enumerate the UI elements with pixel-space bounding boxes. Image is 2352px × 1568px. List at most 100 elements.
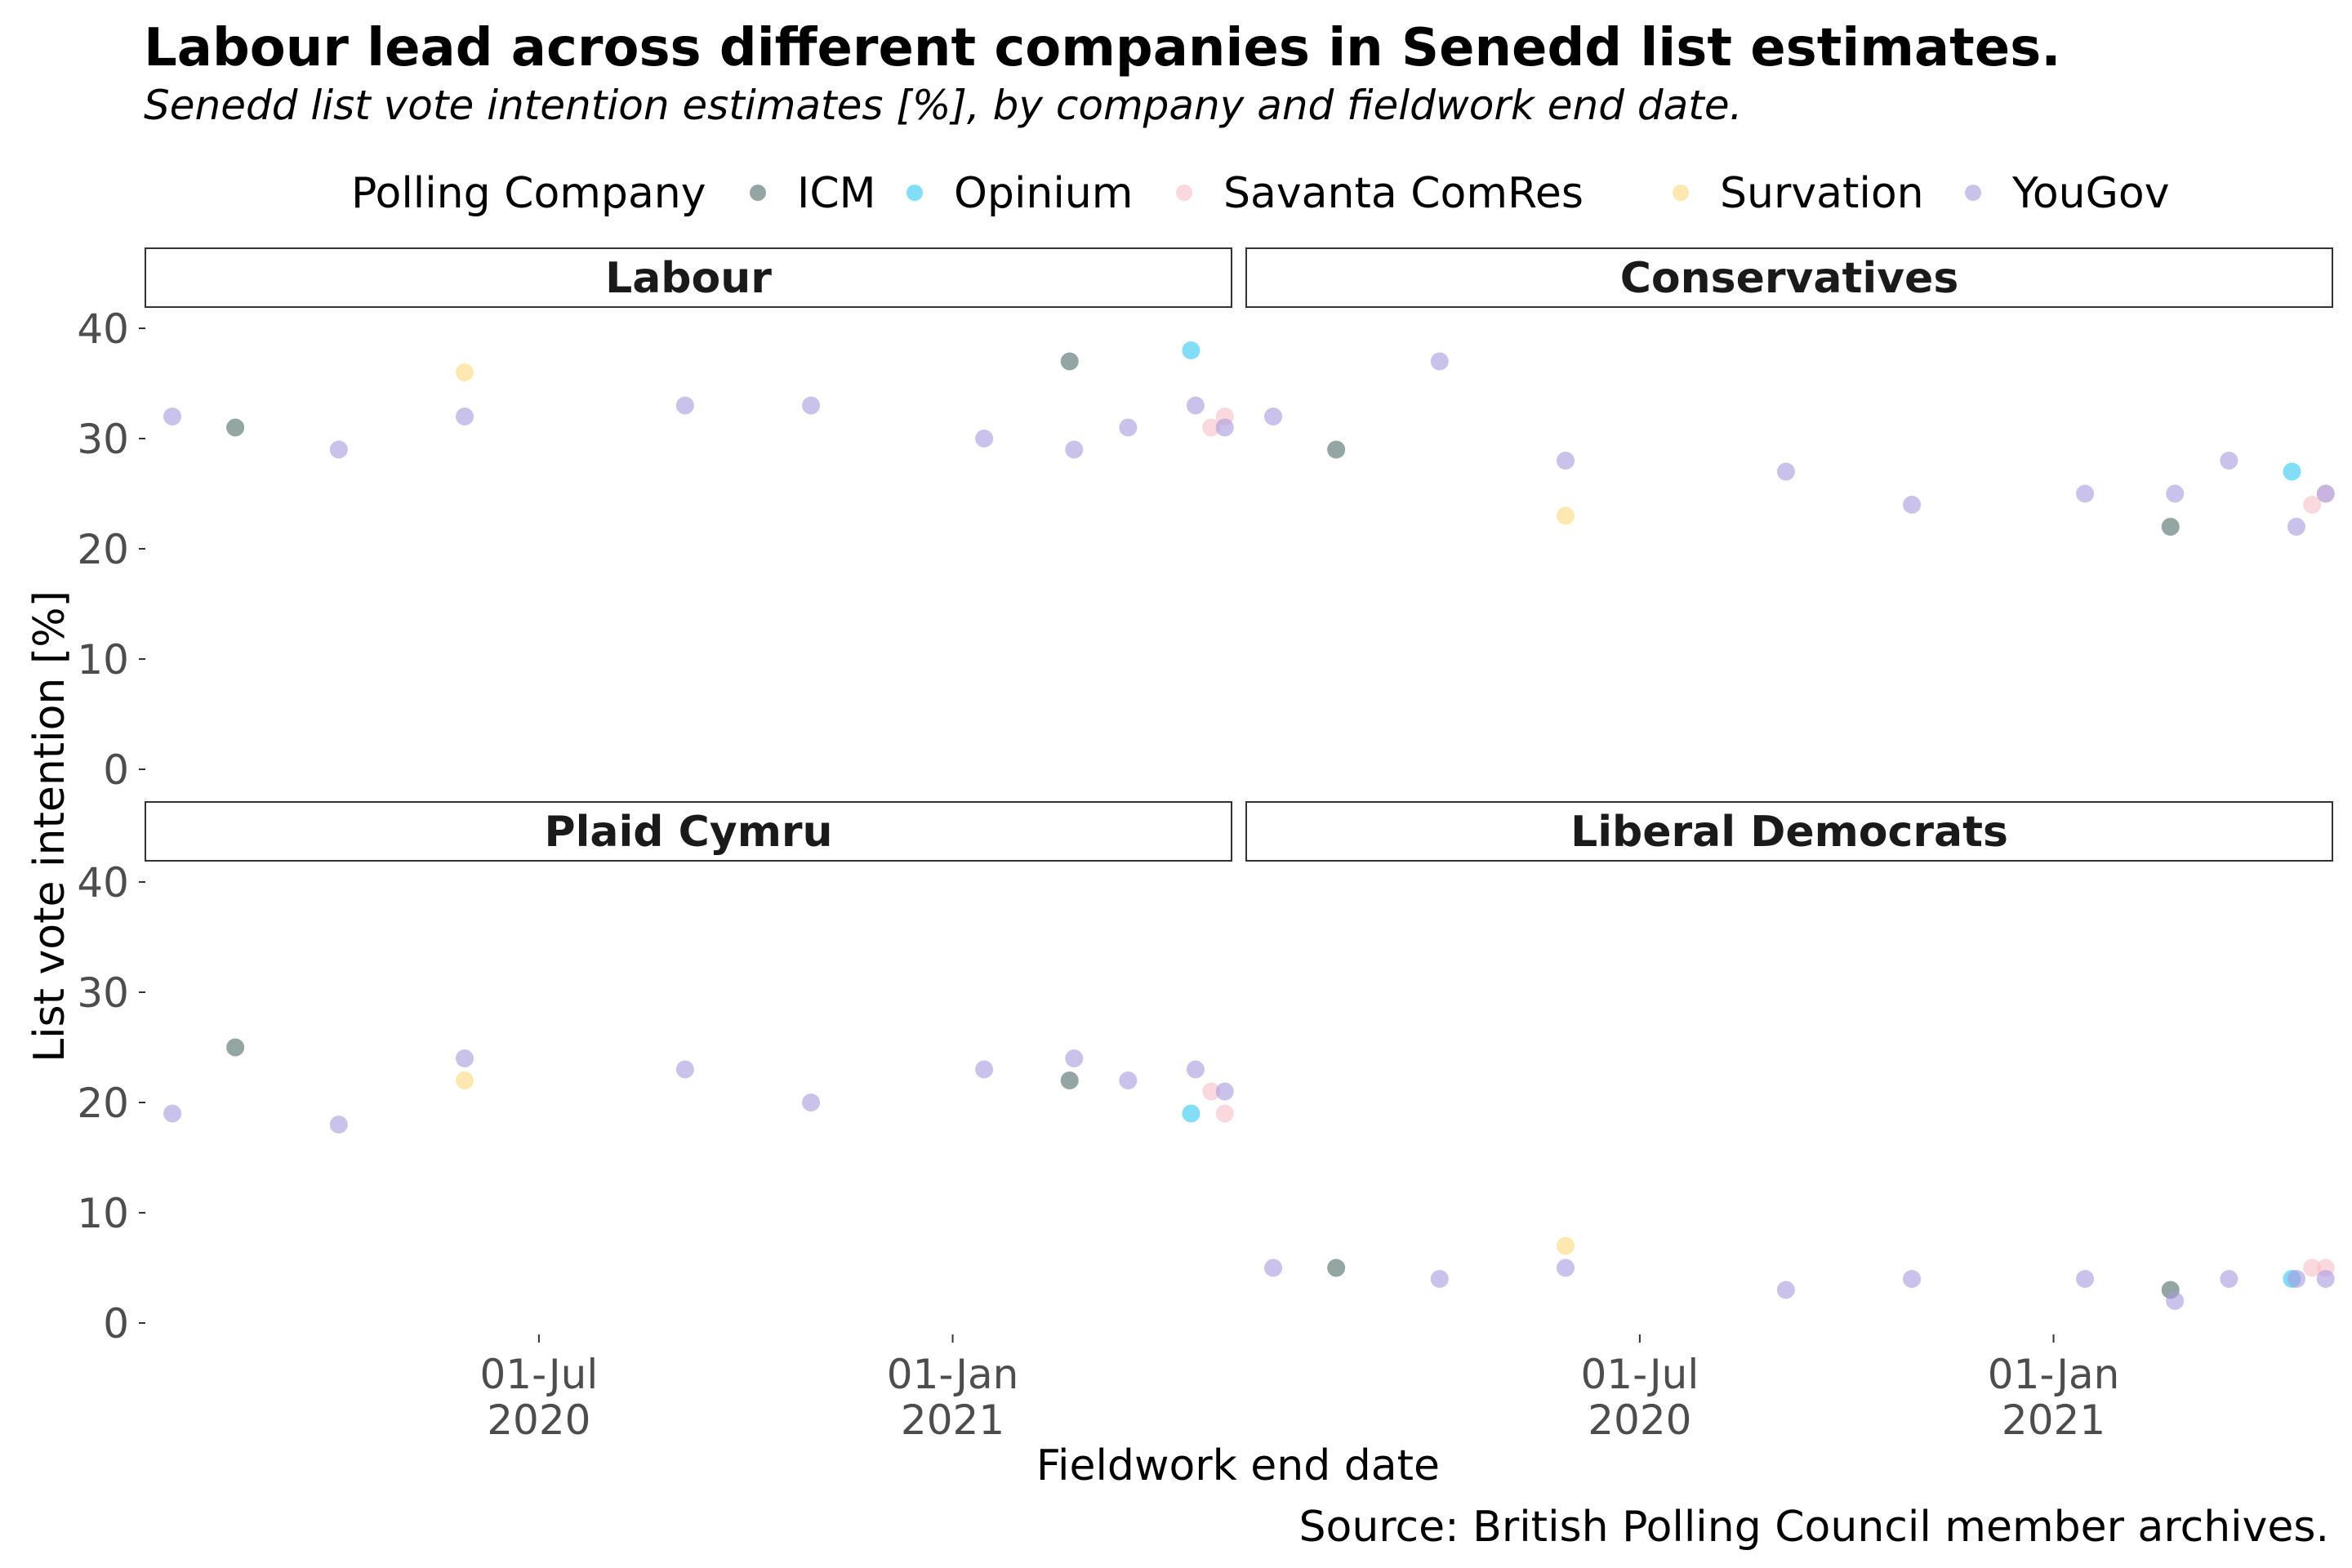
data-point — [329, 440, 348, 459]
y-tick-label: 40 — [77, 305, 129, 353]
data-point — [1065, 1049, 1084, 1067]
data-point — [2161, 518, 2180, 536]
legend-key-opinium — [906, 185, 923, 201]
strip-label-labour: Labour — [605, 254, 772, 303]
data-point — [456, 1049, 474, 1067]
data-point — [1327, 440, 1346, 459]
legend-key-survation — [1673, 185, 1689, 201]
data-point — [2166, 1292, 2185, 1310]
y-tick-label: 0 — [103, 1300, 129, 1348]
data-point — [1903, 1270, 1922, 1288]
data-point — [2166, 484, 2185, 503]
data-point — [975, 1060, 994, 1079]
legend: Polling Company ICM Opinium Savanta ComRes S… — [351, 169, 2170, 218]
y-axis-label: List vote intention [%] — [25, 590, 74, 1062]
chart-subtitle: Senedd list vote intention estimates [%]… — [144, 82, 1743, 129]
data-point — [1215, 1082, 1234, 1101]
data-point — [2220, 452, 2238, 470]
strip-plaid-cymru — [145, 801, 1232, 862]
data-point — [226, 1038, 245, 1057]
panel-labour: Labour 0 10 20 30 40 — [77, 247, 1234, 794]
y-tick-label: 10 — [77, 636, 129, 684]
legend-title: Polling Company — [351, 169, 706, 218]
data-point — [1186, 396, 1205, 415]
x-tick-label: 01-Jan — [1988, 1351, 2120, 1398]
strip-label-liberal-democrats: Liberal Democrats — [1570, 808, 2008, 857]
data-point — [2287, 518, 2305, 536]
x-tick-label-year: 2020 — [1588, 1396, 1691, 1444]
x-tick-label: 01-Jul — [479, 1351, 598, 1398]
data-point — [456, 408, 474, 425]
data-point — [1202, 418, 1221, 437]
data-point — [1430, 1270, 1449, 1288]
y-tick-label: 30 — [77, 969, 129, 1017]
data-point — [975, 430, 994, 448]
y-tick-label: 10 — [77, 1190, 129, 1237]
x-tick-label-year: 2021 — [2002, 1396, 2105, 1444]
data-point — [1776, 462, 1795, 481]
strip-liberal-democrats — [1245, 801, 2333, 862]
x-axis-label: Fieldwork end date — [1036, 1441, 1440, 1490]
data-point — [1186, 1060, 1205, 1079]
data-point — [329, 1116, 348, 1134]
data-point — [1119, 1071, 1138, 1089]
data-point — [2283, 462, 2301, 481]
data-point — [2316, 484, 2335, 503]
panel-conservatives: Conservatives — [1245, 247, 2335, 536]
data-point — [1182, 1104, 1200, 1123]
x-tick-label-year: 2021 — [901, 1396, 1004, 1444]
data-point — [163, 1104, 182, 1123]
legend-key-yougov — [1965, 185, 1981, 201]
y-tick-label: 20 — [77, 1080, 129, 1127]
y-tick-label: 40 — [77, 859, 129, 906]
data-point — [1119, 418, 1138, 437]
y-tick-label: 30 — [77, 416, 129, 463]
data-point — [2287, 1270, 2305, 1288]
strip-conservatives — [1245, 247, 2333, 308]
data-point — [1557, 452, 1575, 470]
facet-panels: Labour 0 10 20 30 40 Conservatives Plaid Cymru 0… — [77, 247, 2335, 1444]
data-point — [2316, 1270, 2335, 1288]
legend-label-yougov: YouGov — [2011, 169, 2170, 218]
data-point — [1065, 440, 1084, 459]
chart-title: Labour lead across different companies i… — [144, 18, 2061, 78]
data-point — [675, 1060, 694, 1079]
legend-label-survation: Survation — [1720, 169, 1924, 218]
legend-key-icm — [750, 185, 766, 201]
y-tick-label: 0 — [103, 746, 129, 794]
y-tick-label: 20 — [77, 526, 129, 573]
x-tick-label: 01-Jan — [887, 1351, 1019, 1398]
data-point — [675, 396, 694, 415]
data-point — [1557, 506, 1575, 525]
data-point — [802, 396, 821, 415]
data-point — [1264, 408, 1283, 425]
legend-label-opinium: Opinium — [954, 169, 1133, 218]
data-point — [1430, 352, 1449, 371]
data-point — [163, 408, 182, 425]
data-point — [2076, 1270, 2095, 1288]
strip-label-plaid-cymru: Plaid Cymru — [544, 808, 832, 857]
data-point — [2220, 1270, 2238, 1288]
source-caption: Source: British Polling Council member a… — [1298, 1503, 2329, 1552]
strip-labour — [145, 247, 1232, 308]
data-point — [456, 1071, 474, 1089]
data-point — [2076, 484, 2095, 503]
data-point — [802, 1094, 821, 1111]
data-point — [1327, 1258, 1346, 1277]
data-point — [1215, 418, 1234, 437]
x-tick-label-year: 2020 — [487, 1396, 590, 1444]
data-point — [226, 418, 245, 437]
data-point — [1557, 1258, 1575, 1277]
legend-label-icm: ICM — [797, 169, 876, 218]
strip-label-conservatives: Conservatives — [1620, 254, 1959, 303]
legend-key-savanta-comres — [1176, 185, 1192, 201]
data-point — [1776, 1281, 1795, 1299]
data-point — [1060, 352, 1079, 371]
data-point — [2303, 1258, 2322, 1277]
data-point — [1557, 1236, 1575, 1255]
data-point — [1215, 1104, 1234, 1123]
data-point — [1264, 1258, 1283, 1277]
